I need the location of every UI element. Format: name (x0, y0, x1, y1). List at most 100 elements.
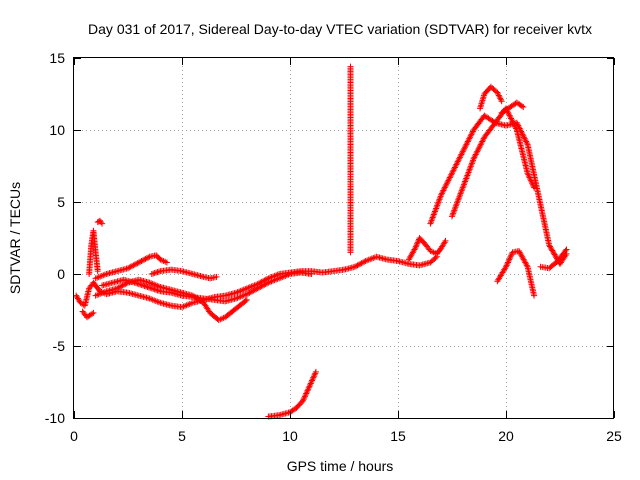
interpolated-point (300, 396, 307, 403)
interpolated-point (133, 260, 140, 267)
interpolated-point (310, 374, 317, 381)
interpolated-point (496, 93, 503, 100)
interpolated-point (382, 256, 389, 263)
interpolated-point (511, 122, 518, 129)
interpolated-point (447, 173, 454, 180)
interpolated-point (260, 282, 266, 289)
interpolated-point (75, 296, 82, 303)
y-axis-label: SDTVAR / TECUs (7, 182, 23, 294)
interpolated-point (451, 164, 458, 171)
interpolated-point (242, 286, 249, 293)
interpolated-point (523, 139, 530, 146)
interpolated-point (264, 280, 271, 287)
interpolated-point (457, 152, 464, 159)
interpolated-point (213, 315, 220, 322)
interpolated-point (130, 262, 137, 269)
grid (74, 58, 614, 418)
interpolated-point (305, 384, 312, 391)
interpolated-point (249, 288, 256, 295)
interpolated-point (504, 105, 511, 112)
data-point (312, 368, 319, 375)
interpolated-point (420, 239, 427, 246)
interpolated-point (247, 289, 254, 295)
y-tick-label: 10 (49, 122, 65, 138)
interpolated-point (472, 152, 479, 159)
interpolated-point (508, 252, 515, 259)
interpolated-point (521, 135, 528, 142)
interpolated-point (112, 285, 119, 292)
interpolated-point (443, 180, 450, 187)
interpolated-point (476, 144, 483, 151)
interpolated-point (155, 268, 162, 275)
interpolated-point (310, 373, 317, 380)
interpolated-point (137, 258, 144, 265)
interpolated-point (456, 154, 463, 161)
interpolated-point (530, 291, 537, 297)
data-point (99, 220, 106, 227)
interpolated-point (147, 284, 154, 291)
interpolated-point (354, 262, 361, 269)
interpolated-point (211, 274, 218, 281)
interpolated-point (526, 174, 533, 181)
interpolated-point (497, 96, 504, 103)
x-tick-label: 5 (178, 428, 186, 444)
interpolated-point (205, 307, 212, 313)
interpolated-point (446, 175, 453, 182)
interpolated-point (478, 139, 485, 146)
interpolated-point (510, 119, 517, 126)
interpolated-point (359, 259, 366, 266)
interpolated-point (145, 254, 152, 261)
interpolated-point (437, 193, 444, 200)
interpolated-point (474, 148, 481, 155)
interpolated-point (197, 298, 204, 304)
chart-title: Day 031 of 2017, Sidereal Day-to-day VTE… (88, 21, 592, 37)
interpolated-point (506, 255, 513, 262)
interpolated-point (242, 297, 249, 304)
interpolated-point (529, 180, 536, 187)
interpolated-point (501, 266, 508, 273)
interpolated-point (523, 138, 530, 145)
interpolated-point (231, 295, 238, 302)
data-point (306, 383, 313, 390)
interpolated-point (491, 87, 498, 94)
interpolated-point (521, 134, 527, 141)
interpolated-point (453, 161, 460, 168)
interpolated-point (452, 163, 459, 169)
interpolated-point (393, 257, 400, 264)
interpolated-point (504, 259, 511, 266)
interpolated-point (358, 260, 365, 267)
interpolated-point (177, 267, 184, 274)
interpolated-point (468, 131, 475, 138)
interpolated-point (448, 171, 455, 178)
interpolated-point (506, 112, 513, 119)
interpolated-point (464, 138, 471, 145)
interpolated-point (527, 175, 534, 182)
interpolated-point (250, 287, 257, 294)
interpolated-point (442, 183, 449, 190)
interpolated-point (449, 168, 456, 175)
interpolated-point (151, 252, 158, 259)
interpolated-point (285, 271, 292, 278)
interpolated-point (472, 151, 479, 158)
interpolated-point (101, 288, 108, 295)
y-tick-label: -10 (45, 410, 65, 426)
interpolated-point (230, 307, 237, 314)
interpolated-point (143, 255, 150, 262)
interpolated-point (166, 302, 173, 309)
interpolated-point (251, 286, 258, 293)
interpolated-point (162, 258, 169, 265)
interpolated-point (303, 389, 310, 396)
interpolated-point (404, 260, 411, 267)
interpolated-point (508, 116, 515, 123)
interpolated-point (505, 258, 512, 265)
interpolated-point (440, 187, 447, 194)
interpolated-point (451, 165, 458, 172)
interpolated-point (274, 412, 281, 419)
interpolated-point (525, 171, 532, 178)
interpolated-point (545, 240, 552, 247)
interpolated-point (467, 132, 474, 139)
data-point (449, 170, 455, 177)
interpolated-point (508, 115, 515, 122)
interpolated-point (495, 92, 502, 99)
